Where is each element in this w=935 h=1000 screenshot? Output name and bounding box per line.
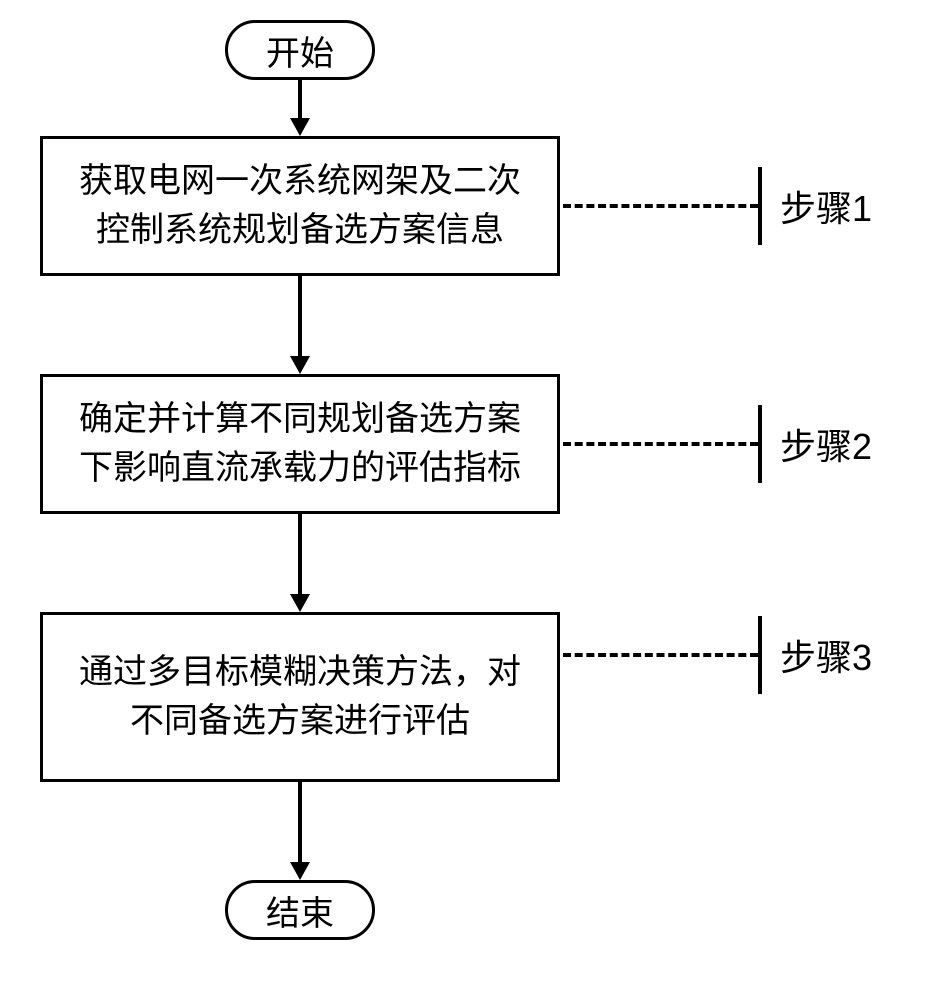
dash-connector-2 [563, 442, 758, 446]
step1-label: 步骤1 [780, 180, 872, 232]
dash-bar-3 [758, 616, 762, 694]
step3-text: 通过多目标模糊决策方法，对不同备选方案进行评估 [63, 648, 537, 747]
arrow-4-head [290, 862, 310, 880]
arrow-2-head [290, 356, 310, 374]
dash-connector-3 [563, 653, 758, 657]
step1-box: 获取电网一次系统网架及二次控制系统规划备选方案信息 [40, 136, 560, 276]
step3-label: 步骤3 [780, 629, 872, 681]
end-label: 结束 [266, 886, 334, 935]
step2-label-text: 步骤2 [780, 426, 872, 467]
step1-label-text: 步骤1 [780, 188, 872, 229]
arrow-1-head [290, 118, 310, 136]
arrow-3-line [298, 514, 302, 594]
end-node: 结束 [225, 880, 375, 940]
step3-label-text: 步骤3 [780, 637, 872, 678]
flowchart-canvas: 开始 获取电网一次系统网架及二次控制系统规划备选方案信息 步骤1 确定并计算不同… [0, 0, 935, 1000]
start-node: 开始 [225, 20, 375, 80]
dash-connector-1 [563, 204, 758, 208]
step3-box: 通过多目标模糊决策方法，对不同备选方案进行评估 [40, 612, 560, 782]
arrow-1-line [298, 80, 302, 118]
arrow-4-line [298, 782, 302, 862]
arrow-2-line [298, 276, 302, 356]
start-label: 开始 [266, 26, 334, 75]
arrow-3-head [290, 594, 310, 612]
step2-box: 确定并计算不同规划备选方案下影响直流承载力的评估指标 [40, 374, 560, 514]
dash-bar-1 [758, 167, 762, 245]
step2-label: 步骤2 [780, 418, 872, 470]
step1-text: 获取电网一次系统网架及二次控制系统规划备选方案信息 [63, 157, 537, 256]
step2-text: 确定并计算不同规划备选方案下影响直流承载力的评估指标 [63, 395, 537, 494]
dash-bar-2 [758, 405, 762, 483]
